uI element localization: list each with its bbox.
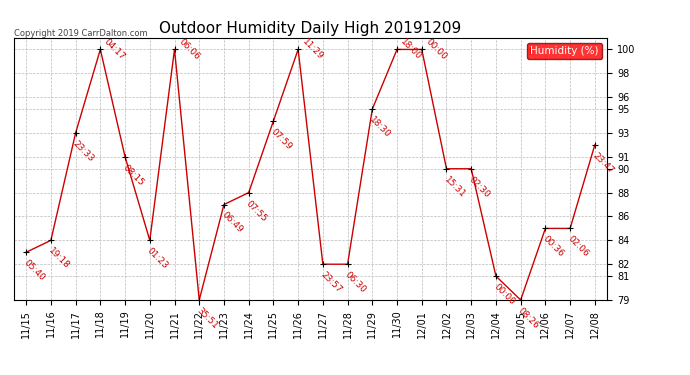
Text: 00:36: 00:36 <box>541 234 566 259</box>
Text: 06:30: 06:30 <box>343 270 368 295</box>
Text: 06:49: 06:49 <box>219 210 244 235</box>
Text: 02:06: 02:06 <box>566 234 591 259</box>
Text: 11:29: 11:29 <box>300 37 325 62</box>
Text: 23:57: 23:57 <box>319 270 343 295</box>
Text: 08:26: 08:26 <box>516 306 541 330</box>
Text: 07:59: 07:59 <box>269 127 294 152</box>
Text: 19:18: 19:18 <box>46 246 71 271</box>
Title: Outdoor Humidity Daily High 20191209: Outdoor Humidity Daily High 20191209 <box>159 21 462 36</box>
Text: 07:55: 07:55 <box>244 199 269 223</box>
Text: 23:47: 23:47 <box>591 151 615 176</box>
Text: 06:06: 06:06 <box>177 37 201 62</box>
Text: 35:51: 35:51 <box>195 306 219 331</box>
Text: 08:15: 08:15 <box>121 163 146 188</box>
Text: 18:30: 18:30 <box>368 115 393 140</box>
Text: 04:17: 04:17 <box>102 37 127 62</box>
Text: 15:31: 15:31 <box>442 175 466 200</box>
Text: 18:00: 18:00 <box>399 37 424 62</box>
Text: 23:33: 23:33 <box>71 139 96 164</box>
Text: 02:30: 02:30 <box>467 175 491 199</box>
Legend: Humidity (%): Humidity (%) <box>527 43 602 59</box>
Text: Copyright 2019 CarrDalton.com: Copyright 2019 CarrDalton.com <box>14 28 148 38</box>
Text: 01:23: 01:23 <box>146 246 170 271</box>
Text: 05:40: 05:40 <box>22 258 46 283</box>
Text: 00:00: 00:00 <box>491 282 516 307</box>
Text: 00:00: 00:00 <box>424 37 448 62</box>
